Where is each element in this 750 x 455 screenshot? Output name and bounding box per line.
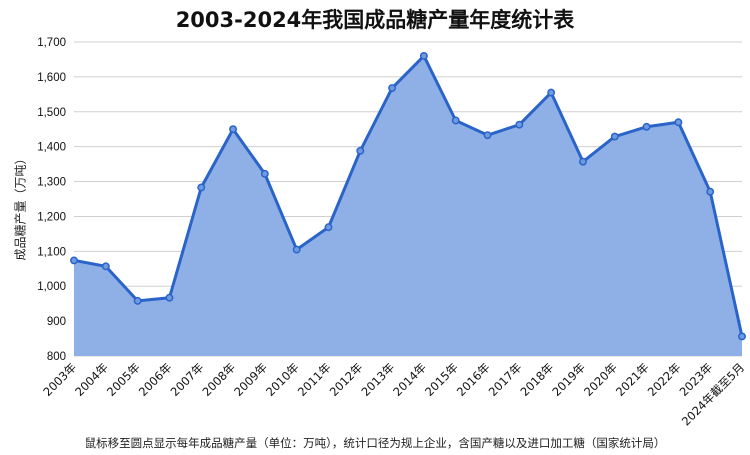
y-tick-labels: 800 900 1,000 1,100 1,200 1,300 1,400 1,500 1,60…: [37, 37, 66, 363]
data-points: 2003年: 1074 2004年: 1057 2005年: 958 2006年: 9…: [70, 52, 746, 341]
data-point[interactable]: 2017年: 1463: [515, 120, 524, 129]
x-tick-labels: 2003年2004年2005年2006年2007年2008年2009年2010年…: [40, 360, 747, 428]
x-tick-label: 2005年: [104, 360, 143, 399]
series-line: [73, 54, 744, 337]
x-tick-label: 2007年: [168, 360, 207, 399]
data-point[interactable]: 2013年: 1568: [388, 84, 397, 93]
data-point[interactable]: 2012年: 1388: [356, 146, 365, 155]
data-point[interactable]: 2019年: 1357: [579, 157, 587, 166]
x-tick-label: 2013年: [358, 360, 397, 399]
x-tick-label: 2010年: [263, 360, 302, 399]
x-tick-label: 2022年: [645, 360, 684, 399]
chart-title: 2003-2024年我国成品糖产量年度统计表: [175, 8, 575, 32]
data-point[interactable]: 2007年: 1283: [197, 183, 206, 192]
data-point[interactable]: 2004年: 1057: [101, 262, 110, 271]
y-tick-label: 1,600: [37, 72, 66, 84]
data-point[interactable]: 2020年: 1429: [610, 132, 619, 141]
data-point[interactable]: 2005年: 958: [133, 296, 142, 305]
x-tick-label: 2014年: [390, 360, 429, 399]
y-tick-label: 1,500: [37, 107, 66, 119]
y-tick-label: 1,300: [37, 177, 66, 189]
x-tick-label: 2016年: [454, 360, 493, 399]
y-tick-label: 1,100: [37, 246, 66, 258]
x-tick-label: 2015年: [422, 360, 461, 399]
x-tick-label: 2011年: [295, 360, 334, 399]
data-point[interactable]: 2009年: 1322: [260, 169, 269, 178]
y-tick-label: 1,000: [37, 281, 66, 293]
data-point[interactable]: 2015年: 1475: [451, 116, 460, 125]
chart-footnote: 鼠标移至圆点显示每年成品糖产量（单位：万吨），统计口径为规上企业，含国产糖以及进…: [84, 436, 666, 450]
data-point[interactable]: 2008年: 1450: [229, 125, 237, 134]
data-point[interactable]: 2003年: 1074: [70, 256, 78, 265]
data-point[interactable]: 2023年: 1271: [706, 187, 715, 196]
x-tick-label: 2004年: [72, 360, 111, 399]
data-point[interactable]: 2014年: 1660: [419, 52, 428, 60]
x-tick-label: 2009年: [231, 360, 270, 399]
y-tick-label: 800: [47, 351, 66, 363]
data-point[interactable]: 2018年: 1555: [547, 88, 556, 97]
x-tick-label: 2006年: [136, 360, 175, 399]
x-tick-label: 2020年: [581, 360, 620, 399]
y-tick-label: 1,400: [37, 142, 66, 154]
y-tick-label: 900: [47, 316, 66, 328]
data-point[interactable]: 2024年截至5月: 856: [738, 332, 746, 341]
series-area: [73, 54, 744, 356]
x-tick-label: 2018年: [518, 360, 557, 399]
area-fill: [74, 55, 742, 356]
data-point[interactable]: 2022年: 1470: [674, 118, 683, 127]
y-tick-label: 1,700: [37, 37, 66, 49]
data-point[interactable]: 2016年: 1433: [483, 131, 492, 140]
y-tick-label: 1,200: [37, 211, 66, 223]
data-point[interactable]: 2006年: 967: [165, 293, 174, 302]
data-point[interactable]: 2021年: 1457: [642, 122, 651, 131]
x-tick-label: 2019年: [549, 360, 588, 399]
x-tick-label: 2021年: [613, 360, 652, 399]
data-point[interactable]: 2011年: 1169: [324, 223, 333, 232]
data-point[interactable]: 2010年: 1105: [292, 245, 301, 254]
x-tick-label: 2003年: [40, 360, 79, 399]
x-tick-label: 2017年: [486, 360, 525, 399]
x-tick-label: 2008年: [199, 360, 238, 399]
x-tick-label: 2012年: [327, 360, 366, 399]
